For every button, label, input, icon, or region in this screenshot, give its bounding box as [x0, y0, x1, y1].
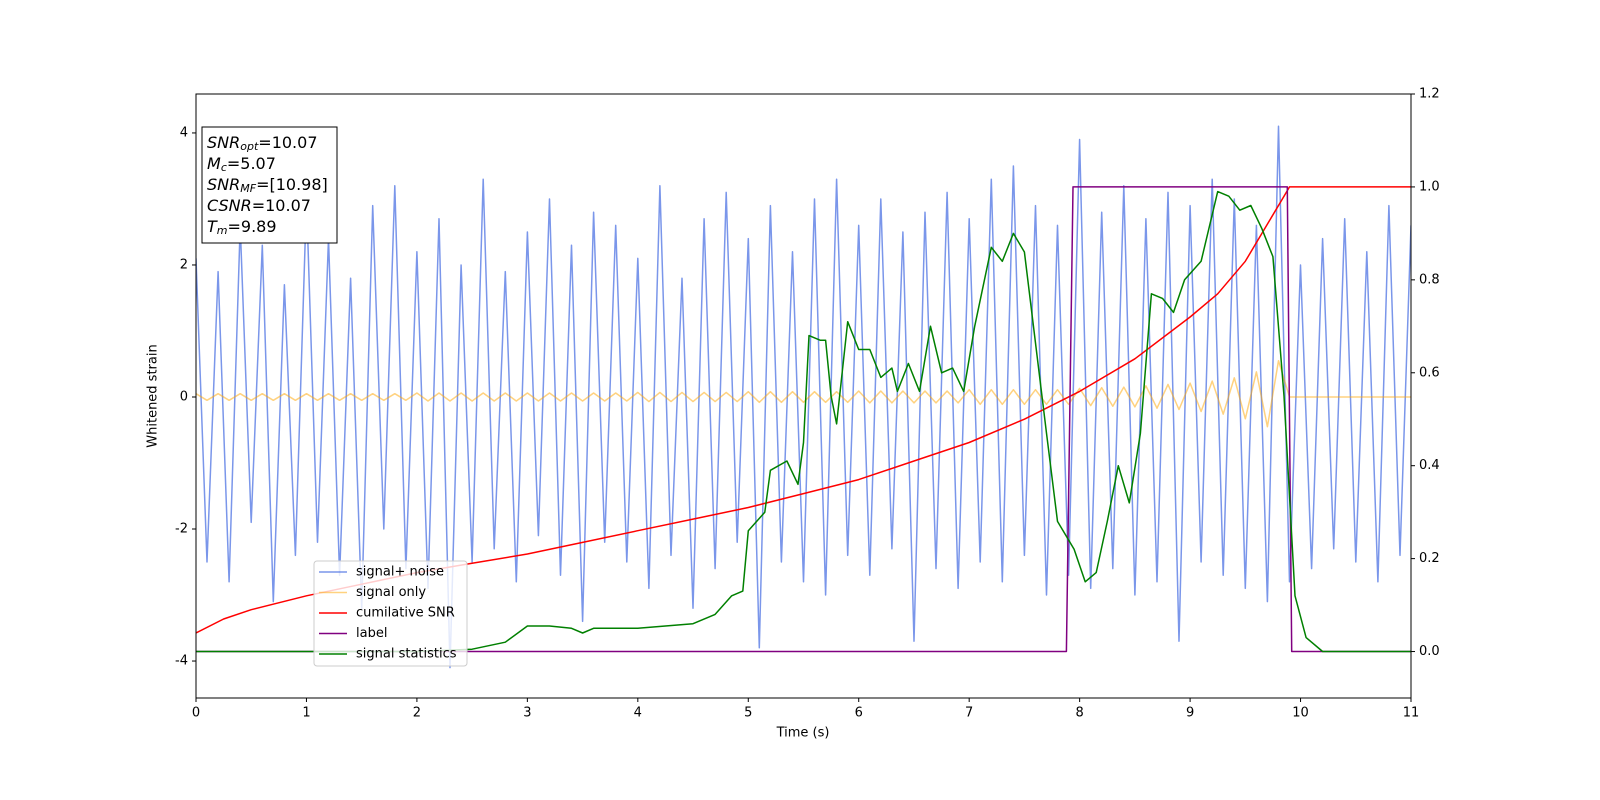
x-tick-label: 3 — [523, 706, 531, 721]
x-tick-label: 4 — [634, 706, 642, 721]
info-value: =10.07 — [258, 133, 317, 152]
x-tick-label: 2 — [413, 706, 421, 721]
x-tick-label: 0 — [192, 706, 200, 721]
x-tick-label: 5 — [744, 706, 752, 721]
plot-frame — [195, 93, 1412, 699]
info-symbol: T — [207, 217, 218, 236]
info-subscript: MF — [240, 182, 256, 195]
legend-label: signal statistics — [356, 647, 457, 662]
info-symbol: M — [207, 154, 221, 173]
info-line: Mc=5.07 — [207, 154, 276, 175]
x-tick-label: 9 — [1186, 706, 1194, 721]
info-box: SNRopt=10.07Mc=5.07SNRMF=[10.98]CSNR=10.… — [201, 126, 338, 244]
x-tick-label: 6 — [855, 706, 863, 721]
legend-frame — [313, 560, 468, 667]
series-line — [196, 359, 1411, 428]
info-line: CSNR=10.07 — [207, 196, 311, 215]
info-subscript: c — [221, 161, 227, 174]
x-tick-label: 1 — [302, 706, 310, 721]
info-box-frame — [201, 126, 338, 244]
info-line: SNRopt=10.07 — [207, 133, 318, 154]
y-axis-label: Whitened strain — [146, 344, 161, 447]
y2-tick-label: 0.8 — [1419, 272, 1440, 287]
y-tick-label: -2 — [175, 522, 188, 537]
y2-tick-label: 0.0 — [1419, 644, 1440, 659]
legend-label: cumilative SNR — [356, 606, 455, 621]
series-line — [196, 186, 1411, 653]
x-tick-label: 8 — [1075, 706, 1083, 721]
info-symbol: SNR — [207, 175, 240, 194]
series-line — [196, 190, 1411, 653]
series-line — [196, 125, 1411, 669]
info-value: =9.89 — [228, 217, 277, 236]
y2-tick-label: 1.2 — [1419, 87, 1440, 102]
y-tick-label: -4 — [175, 654, 188, 669]
legend-label: label — [356, 626, 387, 641]
x-tick-label: 10 — [1292, 706, 1309, 721]
x-tick-label: 11 — [1403, 706, 1420, 721]
legend-label: signal+ noise — [356, 565, 444, 580]
y2-tick-label: 1.0 — [1419, 179, 1440, 194]
info-symbol: SNR — [207, 133, 240, 152]
y-tick-label: 2 — [180, 257, 188, 272]
x-tick-label: 7 — [965, 706, 973, 721]
legend: signal+ noise signal only cumilative SNR la… — [313, 560, 468, 667]
info-symbol: CSNR — [207, 196, 252, 215]
y-tick-label: 4 — [180, 125, 188, 140]
info-value: =5.07 — [227, 154, 276, 173]
y2-tick-label: 0.2 — [1419, 551, 1440, 566]
y2-tick-label: 0.4 — [1419, 458, 1440, 473]
info-line: Tm=9.89 — [207, 217, 277, 238]
legend-label: signal only — [356, 585, 426, 600]
info-value: =10.07 — [252, 196, 311, 215]
y2-tick-label: 0.6 — [1419, 365, 1440, 380]
x-axis-label: Time (s) — [776, 726, 830, 741]
info-subscript: m — [217, 224, 228, 237]
info-value: =[10.98] — [256, 175, 328, 194]
y-tick-label: 0 — [180, 389, 188, 404]
info-subscript: opt — [240, 140, 259, 153]
info-line: SNRMF=[10.98] — [207, 175, 328, 196]
